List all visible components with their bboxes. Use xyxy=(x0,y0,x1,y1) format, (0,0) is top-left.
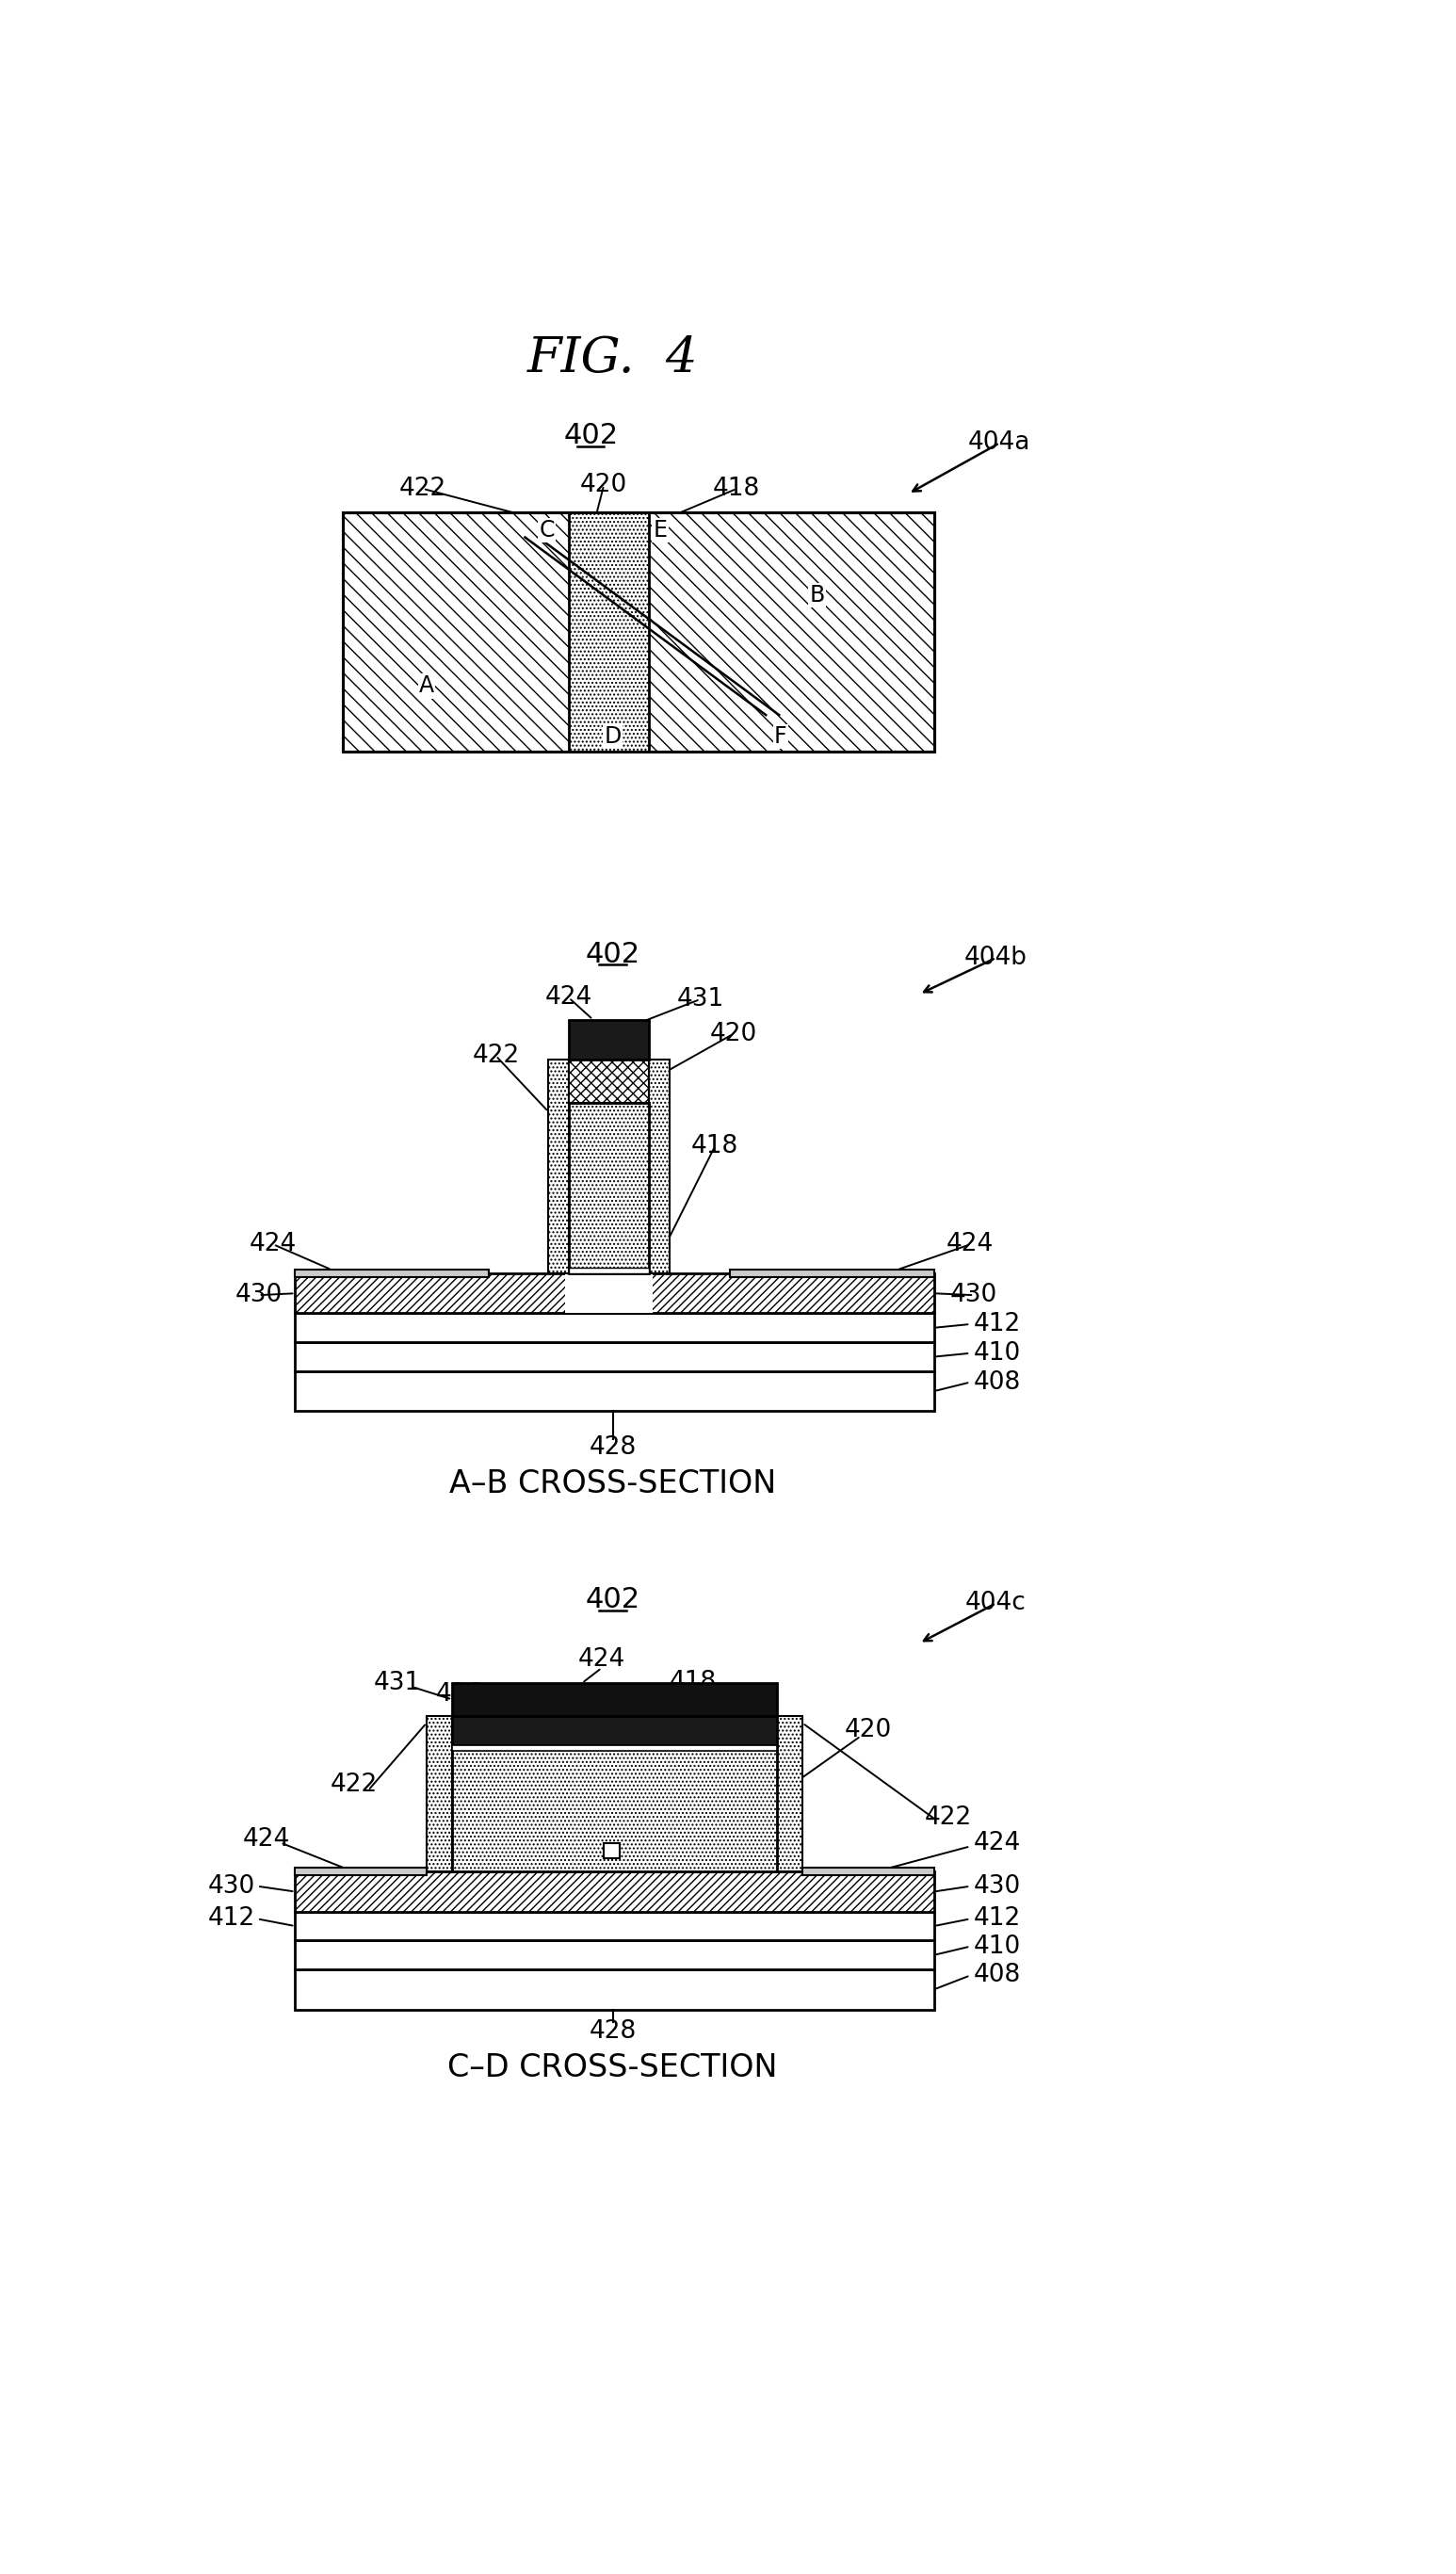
Text: 402: 402 xyxy=(585,1586,641,1614)
Bar xyxy=(451,1745,778,1750)
Text: 422: 422 xyxy=(331,1773,377,1797)
Bar xyxy=(565,1274,652,1313)
Text: 422: 422 xyxy=(399,476,447,502)
Text: 404c: 404c xyxy=(965,1591,1026,1616)
Text: 404b: 404b xyxy=(964,945,1028,970)
Bar xyxy=(296,1269,489,1277)
Text: 404a: 404a xyxy=(968,430,1031,456)
Bar xyxy=(729,1269,933,1277)
Text: 408: 408 xyxy=(974,1964,1021,1987)
Text: 430: 430 xyxy=(208,1874,255,1900)
Bar xyxy=(296,1969,933,2010)
Bar xyxy=(296,1941,933,1969)
Bar xyxy=(569,1104,649,1274)
Text: A–B CROSS-SECTION: A–B CROSS-SECTION xyxy=(448,1467,776,1498)
Bar xyxy=(604,1843,620,1858)
Bar xyxy=(549,1060,569,1274)
Text: 424: 424 xyxy=(946,1233,994,1256)
Bar xyxy=(296,1274,933,1313)
Text: 418: 418 xyxy=(692,1135,738,1158)
Text: 418: 418 xyxy=(670,1671,716,1694)
Text: 428: 428 xyxy=(590,1436,636,1459)
Text: 412: 412 xyxy=(208,1907,255,1930)
Bar xyxy=(649,1060,670,1274)
Text: 410: 410 xyxy=(974,1933,1021,1959)
Bar xyxy=(569,512,649,752)
Text: 426: 426 xyxy=(435,1681,483,1707)
Text: C–D CROSS-SECTION: C–D CROSS-SECTION xyxy=(447,2051,778,2082)
Text: 420: 420 xyxy=(844,1717,891,1743)
Text: 422: 422 xyxy=(472,1042,520,1068)
Text: 424: 424 xyxy=(974,1830,1021,1856)
Text: 420: 420 xyxy=(579,474,628,497)
Bar xyxy=(778,1717,802,1871)
Text: 420: 420 xyxy=(709,1022,757,1045)
Bar xyxy=(569,1266,649,1274)
Text: 430: 430 xyxy=(951,1282,997,1308)
Text: D: D xyxy=(604,726,622,749)
Bar xyxy=(451,1683,778,1717)
Text: 431: 431 xyxy=(374,1671,421,1696)
Text: 424: 424 xyxy=(242,1828,290,1851)
Bar xyxy=(342,512,933,752)
Bar xyxy=(569,1060,649,1104)
Text: 424: 424 xyxy=(249,1233,297,1256)
Text: 412: 412 xyxy=(974,1313,1021,1336)
Text: E: E xyxy=(652,520,667,541)
Text: 418: 418 xyxy=(713,476,760,502)
Bar xyxy=(427,1717,451,1871)
Text: 431: 431 xyxy=(677,986,724,1012)
Text: 408: 408 xyxy=(974,1369,1021,1395)
Bar xyxy=(296,1912,933,1941)
Bar xyxy=(802,1869,933,1876)
Text: F: F xyxy=(775,726,786,749)
Text: 428: 428 xyxy=(590,2018,636,2044)
Bar xyxy=(342,512,933,752)
Text: 430: 430 xyxy=(234,1282,282,1308)
Text: 402: 402 xyxy=(585,940,641,968)
Bar xyxy=(296,1313,933,1341)
Text: B: B xyxy=(810,584,824,607)
Bar xyxy=(296,1871,933,1912)
Text: 424: 424 xyxy=(545,986,593,1009)
Text: FIG.  4: FIG. 4 xyxy=(527,335,697,381)
Text: 424: 424 xyxy=(578,1647,625,1671)
Bar xyxy=(451,1717,778,1745)
Text: 412: 412 xyxy=(974,1907,1021,1930)
Bar xyxy=(296,1869,427,1876)
Bar xyxy=(569,1019,649,1060)
Text: 422: 422 xyxy=(925,1804,973,1830)
Text: 402: 402 xyxy=(563,422,619,450)
Text: A: A xyxy=(419,674,434,698)
Bar xyxy=(296,1372,933,1411)
Text: 430: 430 xyxy=(974,1874,1021,1900)
Bar xyxy=(451,1745,778,1871)
Text: 410: 410 xyxy=(974,1341,1021,1364)
Text: C: C xyxy=(539,520,555,541)
Bar xyxy=(296,1341,933,1372)
